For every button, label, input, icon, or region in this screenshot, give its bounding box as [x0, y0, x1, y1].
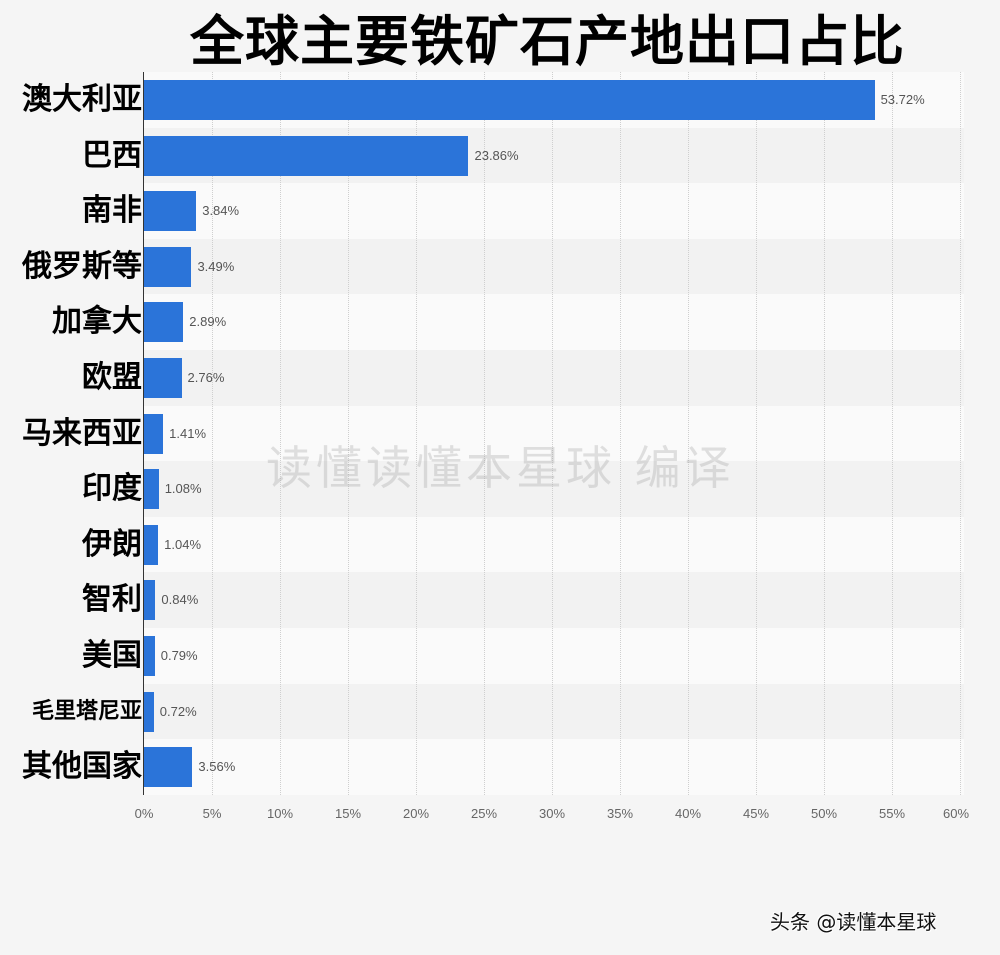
category-label: 巴西 [82, 137, 142, 173]
bar [144, 747, 193, 788]
category-label: 欧盟 [82, 360, 142, 395]
y-axis-line [143, 72, 144, 795]
gridline [348, 72, 349, 795]
value-label: 1.41% [169, 425, 207, 441]
x-tick-label: 40% [674, 806, 702, 821]
gridline [416, 72, 417, 795]
category-label: 伊朗 [82, 526, 142, 562]
row-stripe [144, 350, 964, 406]
x-tick-label: 30% [538, 806, 566, 821]
value-label: 2.89% [189, 314, 227, 330]
value-label: 0.84% [161, 592, 199, 608]
category-label: 毛里塔尼亚 [31, 698, 142, 724]
category-label: 南非 [82, 193, 142, 229]
row-stripe [144, 516, 964, 573]
value-label: 1.08% [164, 481, 202, 497]
x-tick-label: 15% [334, 806, 362, 821]
bar [144, 80, 875, 120]
gridline [280, 72, 281, 795]
x-tick-label: 60% [942, 806, 970, 821]
gridline [552, 72, 553, 795]
x-tick-label: 45% [742, 806, 770, 821]
value-label: 3.49% [197, 258, 235, 274]
category-label: 印度 [82, 471, 142, 507]
row-stripe [144, 683, 964, 740]
plot-area [144, 72, 964, 795]
gridline [688, 72, 689, 795]
value-label: 1.04% [164, 536, 202, 552]
category-label: 澳大利亚 [22, 82, 142, 117]
bar [144, 302, 184, 343]
gridline [484, 72, 485, 795]
row-stripe [144, 294, 964, 350]
source-credit: 头条 @读懂本星球 [770, 910, 937, 934]
x-tick-label: 5% [202, 806, 222, 821]
category-label: 俄罗斯等 [22, 248, 142, 284]
bar [144, 246, 192, 287]
x-tick-label: 25% [470, 806, 498, 821]
category-label: 智利 [82, 582, 142, 618]
chart-title: 全球主要铁矿石产地出口占比 [190, 10, 905, 73]
value-label: 0.72% [159, 703, 197, 719]
category-label: 加拿大 [52, 304, 142, 340]
value-label: 23.86% [474, 147, 519, 163]
x-tick-label: 35% [606, 806, 634, 821]
row-stripe [144, 572, 964, 628]
gridline [620, 72, 621, 795]
x-tick-label: 0% [134, 806, 154, 821]
row-stripe [144, 183, 964, 239]
bar [144, 135, 469, 176]
category-label: 其他国家 [22, 749, 142, 785]
x-tick-label: 20% [402, 806, 430, 821]
category-label: 马来西亚 [22, 415, 142, 451]
value-label: 53.72% [880, 92, 925, 107]
bar [144, 358, 182, 398]
x-tick-label: 10% [266, 806, 294, 821]
bar [144, 636, 155, 676]
bar [144, 191, 197, 232]
value-label: 3.56% [198, 759, 236, 775]
category-label: 美国 [82, 638, 142, 673]
gridline [212, 72, 213, 795]
bar [144, 691, 154, 732]
bar [144, 469, 159, 510]
x-tick-label: 55% [878, 806, 906, 821]
value-label: 2.76% [187, 370, 225, 385]
gridline [960, 72, 961, 795]
gridline [756, 72, 757, 795]
value-label: 0.79% [160, 648, 198, 663]
row-stripe [144, 238, 964, 295]
bar [144, 413, 164, 454]
row-stripe [144, 739, 964, 795]
value-label: 3.84% [202, 203, 240, 219]
bar [144, 524, 159, 565]
gridline [824, 72, 825, 795]
watermark: 读懂读懂本星球 编译 [266, 441, 735, 495]
row-stripe [144, 628, 964, 684]
bar [144, 580, 156, 621]
x-tick-label: 50% [810, 806, 838, 821]
gridline [892, 72, 893, 795]
